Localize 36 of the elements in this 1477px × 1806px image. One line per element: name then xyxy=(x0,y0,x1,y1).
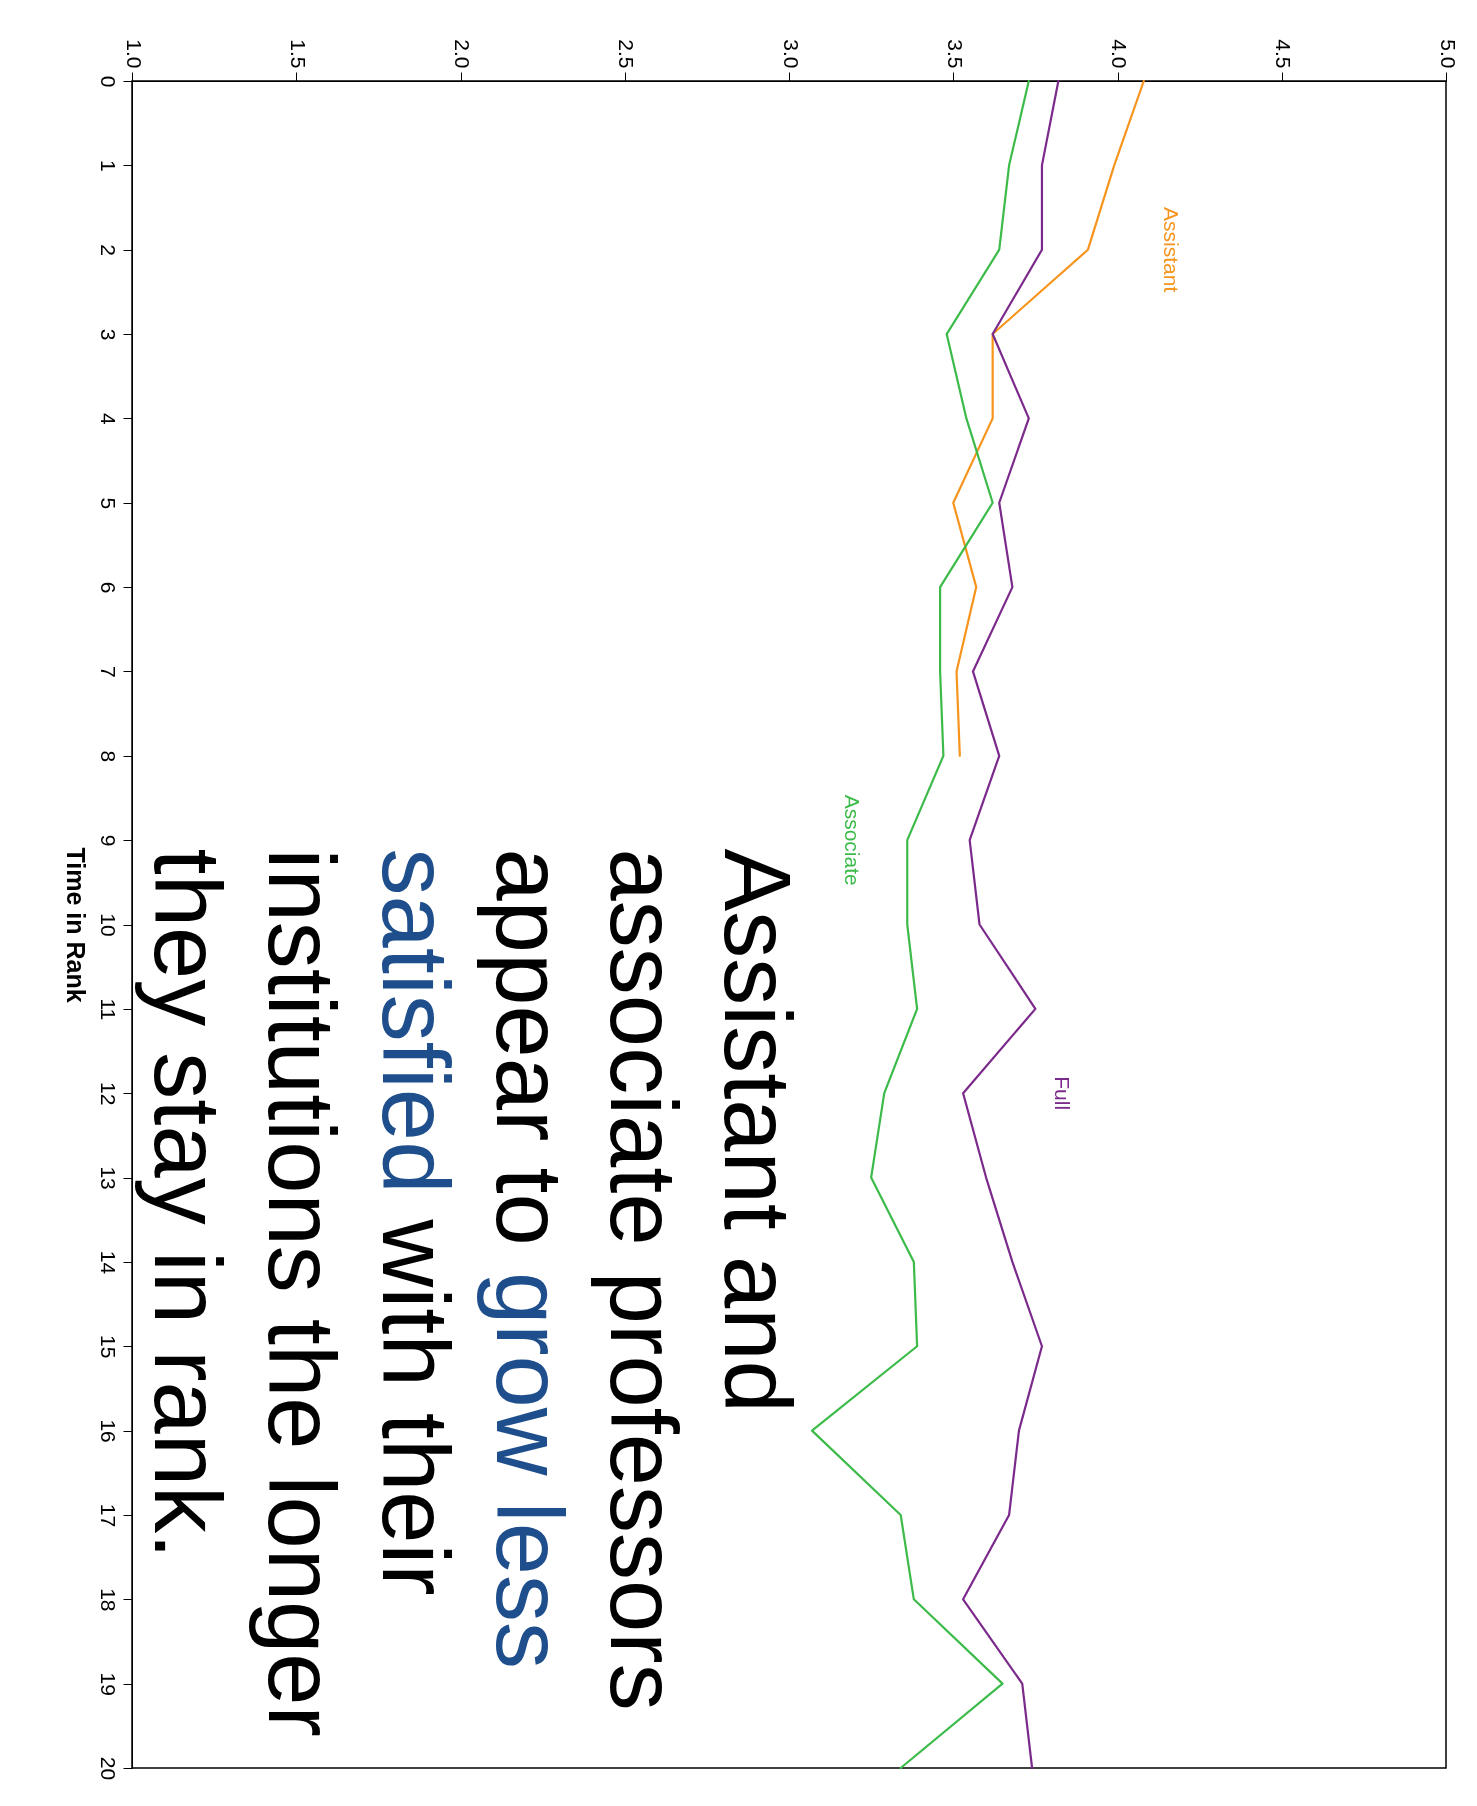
line-series xyxy=(810,79,1030,1770)
y-tick-label: 16 xyxy=(96,1419,120,1443)
y-tick-label: 11 xyxy=(96,998,120,1021)
y-tick-label: 17 xyxy=(96,1503,120,1528)
y-tick-label: 18 xyxy=(96,1588,120,1612)
y-tick-label: 2 xyxy=(96,244,120,257)
x-tick-label: 1.0 xyxy=(122,39,146,69)
x-tick-label: 4.0 xyxy=(1108,39,1131,69)
y-tick-label: 5 xyxy=(96,497,120,510)
y-tick-label: 0 xyxy=(96,75,120,88)
y-tick-label: 19 xyxy=(96,1672,120,1696)
x-tick-label: 5.0 xyxy=(1436,39,1460,69)
text: Assistant xyxy=(1159,207,1183,293)
x-tick-label: 3.0 xyxy=(779,39,803,69)
y-tick-label: 7 xyxy=(96,666,120,678)
y-tick-label: 10 xyxy=(96,913,120,937)
text: Full xyxy=(1051,1076,1075,1111)
y-tick-label: 12 xyxy=(96,1082,120,1106)
y-tick-label: 6 xyxy=(96,581,120,594)
y-tick-label: 20 xyxy=(96,1756,120,1781)
line-series xyxy=(952,79,1145,757)
y-tick-label: 8 xyxy=(96,750,120,763)
y-tick-label: 15 xyxy=(96,1335,120,1359)
x-tick-label: 2.0 xyxy=(451,39,474,69)
y-tick-label: 1 xyxy=(96,160,120,172)
y-axis-title: Time in Rank xyxy=(61,847,90,1003)
y-tick-label: 3 xyxy=(96,328,120,341)
y-tick-label: 9 xyxy=(96,834,120,847)
y-tick-label: 13 xyxy=(96,1166,120,1190)
x-tick-label: 3.5 xyxy=(943,39,967,69)
x-tick-label: 4.5 xyxy=(1272,39,1296,69)
text: Associate xyxy=(841,794,865,886)
x-tick-label: 2.5 xyxy=(615,39,639,69)
y-tick-label: 14 xyxy=(96,1250,120,1275)
y-tick-label: 4 xyxy=(96,413,120,426)
x-tick-label: 1.5 xyxy=(286,39,310,69)
